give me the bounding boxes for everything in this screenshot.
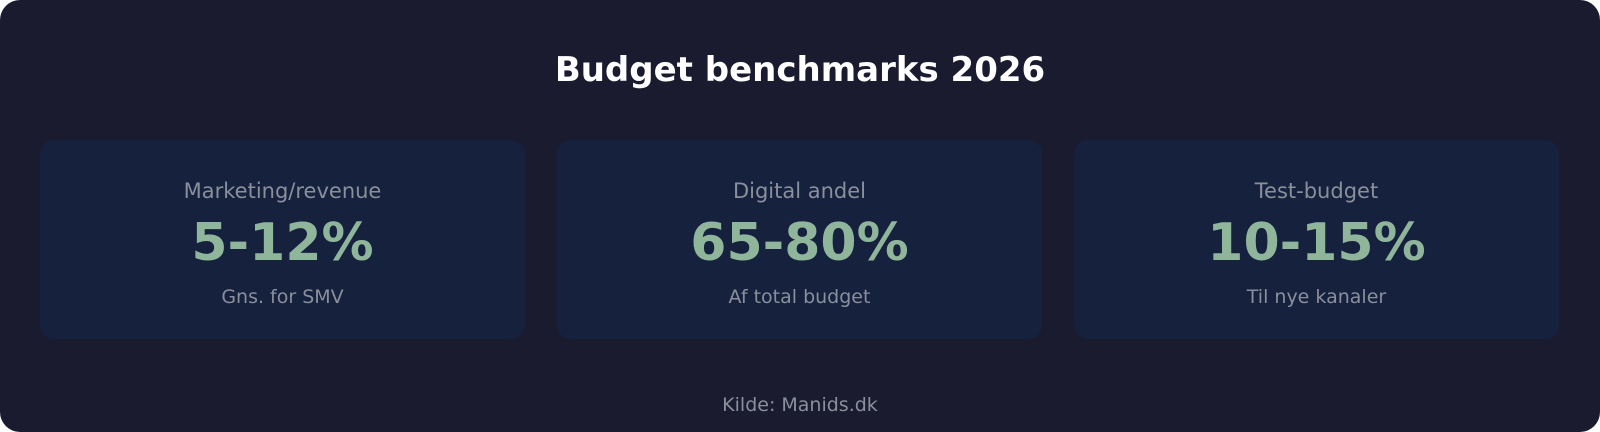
card-label: Digital andel [732, 179, 867, 203]
benchmark-card-digital-share: Digital andel 65-80% Af total budget [557, 140, 1042, 339]
card-value: 65-80% [690, 213, 909, 273]
card-label: Marketing/revenue [183, 179, 382, 203]
card-note: Af total budget [728, 286, 871, 308]
benchmark-card-test-budget: Test-budget 10-15% Til nye kanaler [1074, 140, 1559, 339]
page-title: Budget benchmarks 2026 [554, 50, 1046, 90]
benchmark-card-marketing-revenue: Marketing/revenue 5-12% Gns. for SMV [40, 140, 525, 339]
card-label: Test-budget [1254, 179, 1379, 203]
source-note: Kilde: Manids.dk [722, 394, 878, 416]
card-value: 5-12% [191, 213, 374, 273]
card-note: Til nye kanaler [1246, 286, 1387, 308]
card-value: 10-15% [1207, 213, 1426, 273]
card-note: Gns. for SMV [221, 286, 344, 308]
